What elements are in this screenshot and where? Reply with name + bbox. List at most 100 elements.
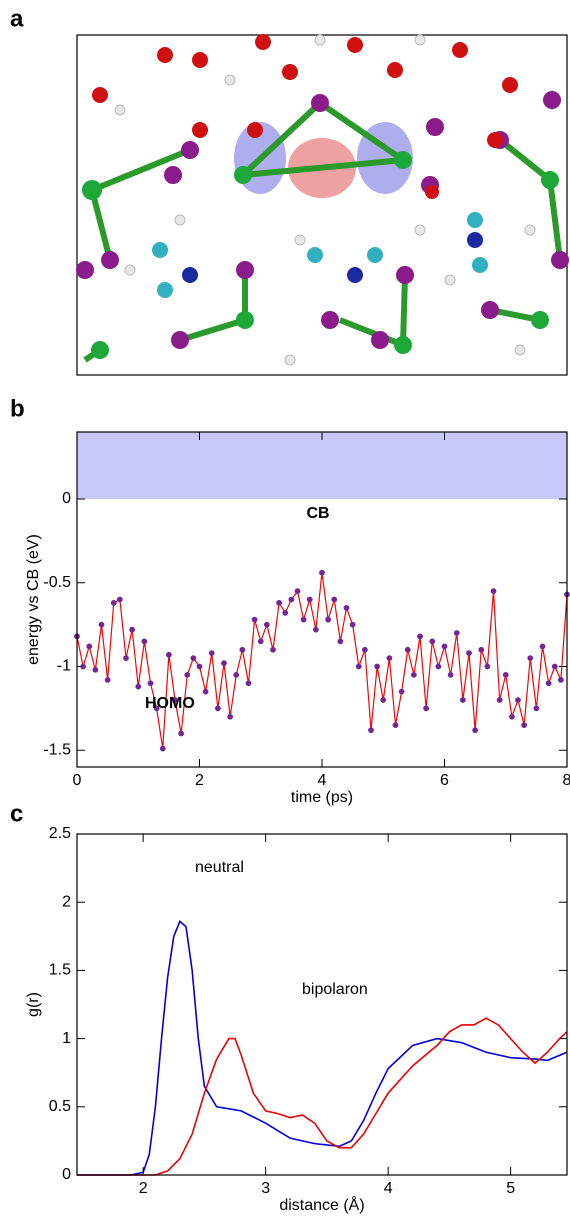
data-point [429, 638, 436, 645]
data-point [233, 671, 240, 678]
x-tick-label: 3 [261, 1180, 270, 1197]
data-point [165, 651, 172, 658]
data-point [441, 643, 448, 650]
x-tick-label: 4 [318, 772, 327, 789]
data-point [417, 633, 423, 640]
data-point [331, 596, 338, 603]
data-point [300, 616, 307, 623]
data-point [135, 683, 142, 690]
data-point [496, 697, 503, 703]
data-point [221, 660, 227, 667]
y-tick-label: 0 [62, 490, 71, 507]
data-point [533, 705, 540, 712]
data-point [380, 697, 387, 703]
y-tick-label: 1.5 [49, 962, 71, 979]
y-tick-label: -0.5 [43, 574, 71, 591]
data-point [86, 643, 93, 650]
x-axis-label: time (ps) [291, 789, 353, 806]
data-point [239, 646, 246, 653]
data-point [202, 688, 209, 695]
data-point [288, 596, 295, 603]
data-point [257, 638, 264, 645]
data-point [447, 671, 454, 678]
data-point [466, 650, 472, 656]
annotation: CB [306, 505, 329, 522]
x-tick-label: 8 [563, 772, 570, 789]
panel-label: c [10, 800, 23, 827]
x-tick-label: 2 [195, 772, 204, 789]
data-point [410, 671, 417, 678]
data-point [521, 722, 528, 729]
data-point [172, 697, 178, 703]
data-point [423, 705, 430, 712]
data-point [178, 730, 185, 737]
data-line [76, 572, 568, 749]
data-point [361, 646, 368, 653]
y-axis-label: energy vs CB (eV) [25, 534, 42, 665]
y-tick-label: 2.5 [49, 825, 71, 842]
data-point [92, 666, 99, 673]
data-point [459, 697, 466, 703]
y-tick-label: 0.5 [49, 1098, 71, 1115]
data-point [208, 650, 215, 656]
plot-frame [76, 431, 568, 768]
y-tick-label: 2 [62, 893, 71, 910]
series-label: bipolaron [302, 981, 368, 998]
data-point [263, 621, 270, 628]
data-point [251, 616, 258, 623]
data-point [294, 588, 301, 595]
data-point [319, 569, 325, 576]
y-tick-label: 1 [62, 1030, 71, 1047]
panel-label: a [10, 5, 24, 32]
data-point [374, 663, 381, 670]
x-axis-label: distance (Å) [279, 1195, 364, 1214]
molecule-image [76, 34, 569, 376]
y-tick-label: 0 [62, 1166, 71, 1183]
data-point [392, 722, 399, 729]
x-tick-label: 6 [440, 772, 449, 789]
data-point [557, 677, 564, 683]
data-point [227, 713, 234, 720]
data-point [337, 638, 344, 645]
data-point [343, 604, 350, 611]
data-point [98, 621, 105, 628]
data-line [77, 1017, 568, 1176]
data-line [77, 919, 568, 1176]
conduction-band [77, 432, 567, 499]
x-tick-label: 0 [73, 772, 82, 789]
data-point [527, 655, 534, 662]
data-point [386, 655, 393, 662]
data-point [147, 680, 154, 687]
data-point [478, 646, 485, 653]
data-point [282, 610, 289, 616]
data-point [306, 596, 313, 603]
series-label: neutral [195, 859, 244, 876]
data-point [110, 599, 117, 606]
data-point [80, 663, 87, 670]
y-axis-label: g(r) [25, 992, 42, 1017]
data-point [276, 599, 283, 606]
data-point [508, 713, 515, 720]
data-point [398, 688, 405, 695]
data-point [312, 626, 319, 633]
data-point [123, 655, 129, 662]
data-point [355, 663, 362, 670]
atoms-red [92, 34, 518, 199]
data-point [190, 655, 197, 662]
y-tick-label: -1 [57, 658, 71, 675]
data-point [435, 663, 442, 670]
data-point [453, 630, 460, 636]
data-point [515, 697, 521, 703]
atoms-white [114, 34, 536, 366]
x-tick-label: 5 [506, 1180, 515, 1197]
data-point [196, 663, 203, 670]
series-label: HOMO [145, 695, 195, 712]
data-point [502, 671, 509, 678]
atoms-cyan [152, 212, 488, 298]
data-point [551, 663, 558, 670]
data-point [349, 621, 356, 628]
data-point [159, 745, 166, 752]
data-point [545, 680, 552, 687]
data-point [116, 596, 123, 603]
